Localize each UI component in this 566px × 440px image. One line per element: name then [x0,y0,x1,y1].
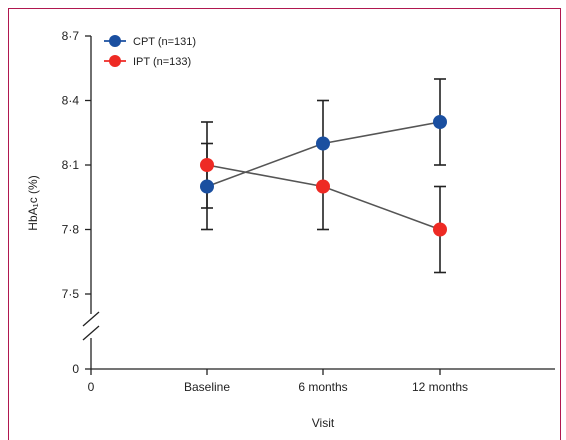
y-tick-label: 8·4 [62,94,80,108]
x-tick-label: Baseline [184,380,230,394]
x-origin-label: 0 [88,380,95,394]
y-tick-label: 8·1 [62,158,80,172]
x-ticks: Baseline 6 months 12 months [184,369,468,394]
data-point-cpt [433,115,447,129]
data-point-ipt [316,179,330,194]
data-point-cpt [200,179,214,194]
data-point-ipt [433,222,447,237]
legend: CPT (n=131) IPT (n=133) [104,35,196,68]
figure-frame [8,8,561,440]
x-tick-label: 6 months [298,380,347,394]
legend-cpt-label: CPT (n=131) [133,36,196,48]
y-tick-label: 7·5 [62,287,80,301]
axis-break-mark-bottom [82,325,100,341]
axis-break-mark-top [82,311,100,327]
y-axis-title: HbA₁c (%) [26,175,40,230]
y-tick-label: 8·7 [62,29,80,43]
y-zero-label: 0 [72,362,79,376]
x-tick-label: 12 months [412,380,468,394]
legend-ipt-label: IPT (n=133) [133,56,191,68]
x-axis-title: Visit [312,416,335,430]
legend-ipt-marker [109,55,121,67]
data-point-ipt [200,158,214,172]
y-ticks: 7·5 7·8 8·1 8·4 8·7 [62,29,91,301]
data-point-cpt [316,136,330,151]
y-tick-label: 7·8 [62,223,80,237]
legend-cpt-marker [109,35,121,47]
plot-area [200,78,447,274]
